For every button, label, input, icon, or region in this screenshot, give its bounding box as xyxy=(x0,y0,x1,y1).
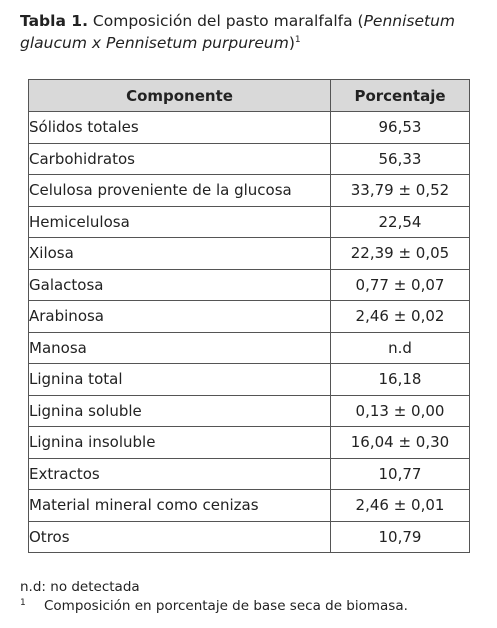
cell-porcentaje: 96,53 xyxy=(330,111,470,144)
cell-porcentaje: n.d xyxy=(330,331,470,364)
cell-porcentaje: 10,77 xyxy=(330,457,470,490)
table-row: Xilosa 22,39 ± 0,05 xyxy=(28,237,470,270)
cell-componente: Xilosa xyxy=(28,237,331,270)
cell-componente: Material mineral como cenizas xyxy=(28,489,331,522)
table-row: Sólidos totales 96,53 xyxy=(28,111,470,144)
cell-porcentaje: 0,77 ± 0,07 xyxy=(330,268,470,301)
cell-componente: Extractos xyxy=(28,457,331,490)
cell-componente: Lignina insoluble xyxy=(28,426,331,459)
table-row: Material mineral como cenizas 2,46 ± 0,01 xyxy=(28,489,470,522)
cell-componente: Galactosa xyxy=(28,268,331,301)
table-caption-close: ) xyxy=(288,34,295,52)
cell-componente: Otros xyxy=(28,520,331,553)
table-row: Manosa n.d xyxy=(28,331,470,364)
table-row: Lignina insoluble 16,04 ± 0,30 xyxy=(28,426,470,459)
footnote-reference: 1 xyxy=(294,34,301,45)
table-header-row: Componente Porcentaje xyxy=(28,79,470,112)
cell-porcentaje: 56,33 xyxy=(330,142,470,175)
table-row: Hemicelulosa 22,54 xyxy=(28,205,470,238)
table-notes: n.d: no detectada 1 Composición en porcen… xyxy=(20,578,408,616)
cell-componente: Lignina total xyxy=(28,363,331,396)
cell-componente: Carbohidratos xyxy=(28,142,331,175)
header-porcentaje: Porcentaje xyxy=(330,79,470,112)
table-row: Lignina soluble 0,13 ± 0,00 xyxy=(28,394,470,427)
table-body: Sólidos totales 96,53 Carbohidratos 56,33 Ce… xyxy=(28,111,470,553)
table-caption: Tabla 1. Composición del pasto maralfalf… xyxy=(20,10,480,54)
table-caption-species: Pennisetum glaucum x Pennisetum purpureu… xyxy=(20,12,456,52)
footnote-text: Composición en porcentaje de base seca d… xyxy=(44,598,408,614)
cell-porcentaje: 16,18 xyxy=(330,363,470,396)
table-caption-label: Tabla 1. xyxy=(20,12,88,30)
cell-porcentaje: 33,79 ± 0,52 xyxy=(330,174,470,207)
cell-porcentaje: 10,79 xyxy=(330,520,470,553)
cell-porcentaje: 22,54 xyxy=(330,205,470,238)
cell-componente: Celulosa proveniente de la glucosa xyxy=(28,174,331,207)
cell-componente: Manosa xyxy=(28,331,331,364)
cell-componente: Lignina soluble xyxy=(28,394,331,427)
table-row: Arabinosa 2,46 ± 0,02 xyxy=(28,300,470,333)
table-row: Celulosa proveniente de la glucosa 33,79 … xyxy=(28,174,470,207)
cell-porcentaje: 16,04 ± 0,30 xyxy=(330,426,470,459)
cell-componente: Hemicelulosa xyxy=(28,205,331,238)
cell-porcentaje: 2,46 ± 0,01 xyxy=(330,489,470,522)
cell-porcentaje: 2,46 ± 0,02 xyxy=(330,300,470,333)
table-row: Carbohidratos 56,33 xyxy=(28,142,470,175)
cell-componente: Arabinosa xyxy=(28,300,331,333)
table-row: Extractos 10,77 xyxy=(28,457,470,490)
cell-porcentaje: 22,39 ± 0,05 xyxy=(330,237,470,270)
footnote: 1 Composición en porcentaje de base seca … xyxy=(20,597,408,614)
note-nd: n.d: no detectada xyxy=(20,579,140,595)
cell-componente: Sólidos totales xyxy=(28,111,331,144)
table-row: Lignina total 16,18 xyxy=(28,363,470,396)
composition-table: Componente Porcentaje Sólidos totales 96,… xyxy=(28,79,470,553)
table-caption-text: Composición del pasto maralfalfa ( xyxy=(87,12,364,30)
table-row: Galactosa 0,77 ± 0,07 xyxy=(28,268,470,301)
cell-porcentaje: 0,13 ± 0,00 xyxy=(330,394,470,427)
header-componente: Componente xyxy=(28,79,331,112)
table-row: Otros 10,79 xyxy=(28,520,470,553)
